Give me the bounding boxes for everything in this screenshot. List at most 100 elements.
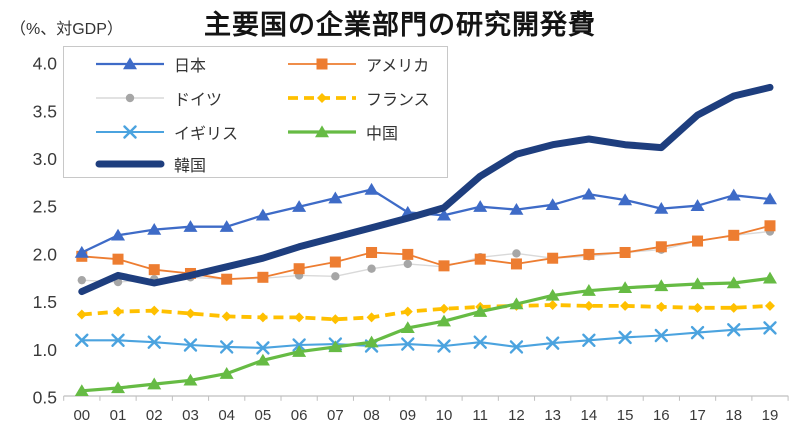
diamond-marker	[76, 309, 87, 320]
triangle-marker	[509, 297, 524, 310]
diamond-marker	[728, 302, 739, 313]
japan-series-swatch	[96, 57, 164, 70]
square-marker	[619, 246, 631, 258]
diamond-marker	[113, 306, 124, 317]
triangle-marker	[183, 373, 198, 386]
legend-label-france: フランス	[366, 92, 430, 109]
circle-marker	[77, 275, 87, 285]
x-tick-label: 06	[291, 407, 308, 424]
x-tick-label: 14	[581, 407, 598, 424]
legend-item-uk: イギリス	[94, 123, 238, 143]
series-イギリス	[75, 321, 777, 355]
x-marker	[292, 338, 306, 352]
triangle-marker	[726, 188, 741, 201]
usa-series-swatch	[288, 58, 356, 70]
x-tick-label: 00	[73, 407, 90, 424]
series-line	[78, 83, 774, 296]
triangle-marker	[292, 345, 307, 357]
x-marker	[545, 336, 560, 350]
square-marker	[692, 235, 704, 247]
circle-marker	[512, 249, 521, 258]
x-marker	[727, 323, 741, 337]
series-フランス	[76, 299, 775, 325]
y-tick-label: 1.5	[33, 292, 57, 312]
x-marker	[437, 339, 451, 353]
legend-label-japan: 日本	[174, 58, 207, 75]
triangle-marker	[328, 340, 343, 353]
x-marker	[509, 340, 524, 354]
legend-label-germany: ドイツ	[174, 92, 223, 109]
triangle-marker	[654, 202, 669, 214]
triangle-marker	[147, 222, 162, 235]
france-series-swatch	[288, 93, 356, 103]
diamond-marker	[692, 302, 703, 313]
legend-item-germany: ドイツ	[94, 89, 223, 109]
y-tick-label: 3.0	[33, 149, 58, 169]
triangle-marker	[726, 276, 741, 289]
x-marker	[147, 335, 161, 349]
triangle-marker	[183, 220, 198, 232]
x-marker	[690, 325, 705, 340]
diamond-marker	[366, 312, 377, 323]
x-tick-label: 09	[399, 407, 416, 424]
y-tick-label: 3.5	[33, 101, 57, 121]
diamond-marker	[620, 300, 631, 311]
triangle-marker	[255, 353, 270, 366]
x-tick-label: 19	[762, 407, 779, 424]
triangle-marker	[581, 284, 596, 296]
x-tick-label: 17	[689, 407, 706, 424]
x-marker	[75, 333, 89, 347]
series-line	[81, 326, 771, 349]
diamond-marker	[439, 303, 449, 314]
legend-label-china: 中国	[366, 126, 399, 143]
x-tick-label: 01	[110, 407, 127, 424]
y-tick-label: 4.0	[33, 54, 58, 74]
germany-series-swatch	[96, 93, 164, 103]
legend-item-france: フランス	[286, 89, 430, 109]
series-line	[81, 303, 771, 322]
diamond-marker	[583, 300, 594, 311]
triangle-marker	[219, 220, 234, 232]
x-tick-label: 08	[363, 407, 380, 424]
circle-marker	[125, 93, 135, 103]
triangle-marker	[364, 182, 379, 195]
triangle-marker	[74, 384, 89, 397]
x-tick-label: 11	[472, 407, 488, 424]
triangle-marker	[255, 208, 270, 221]
legend-label-korea: 韓国	[174, 158, 207, 175]
circle-marker	[331, 272, 340, 281]
diamond-marker	[257, 312, 268, 323]
triangle-marker	[762, 271, 777, 284]
x-tick-label: 02	[146, 407, 163, 424]
y-tick-label: 0.5	[33, 388, 57, 408]
x-tick-label: 03	[182, 407, 199, 424]
triangle-marker	[581, 187, 596, 200]
square-marker	[329, 256, 341, 268]
triangle-marker	[690, 277, 705, 290]
circle-marker	[403, 259, 412, 269]
x-marker	[473, 335, 487, 349]
x-marker	[618, 330, 632, 345]
y-tick-label: 1.0	[33, 340, 58, 360]
legend-item-china: 中国	[286, 123, 399, 143]
square-marker	[148, 264, 160, 276]
square-marker	[257, 271, 269, 283]
diamond-marker	[402, 306, 413, 317]
triangle-marker	[545, 288, 560, 301]
series-line	[81, 276, 771, 393]
diamond-marker	[185, 308, 196, 319]
diamond-marker	[294, 312, 305, 323]
x-tick-label: 16	[653, 407, 670, 424]
x-tick-label: 12	[508, 407, 525, 424]
x-tick-label: 05	[255, 407, 272, 424]
x-marker	[654, 328, 669, 343]
diamond-marker	[149, 305, 160, 316]
triangle-marker	[74, 245, 89, 258]
uk-series-swatch	[96, 125, 164, 139]
triangle-marker	[123, 57, 137, 70]
x-marker	[111, 333, 125, 347]
legend-item-korea: 韓国	[94, 155, 207, 175]
diamond-marker	[547, 299, 558, 310]
